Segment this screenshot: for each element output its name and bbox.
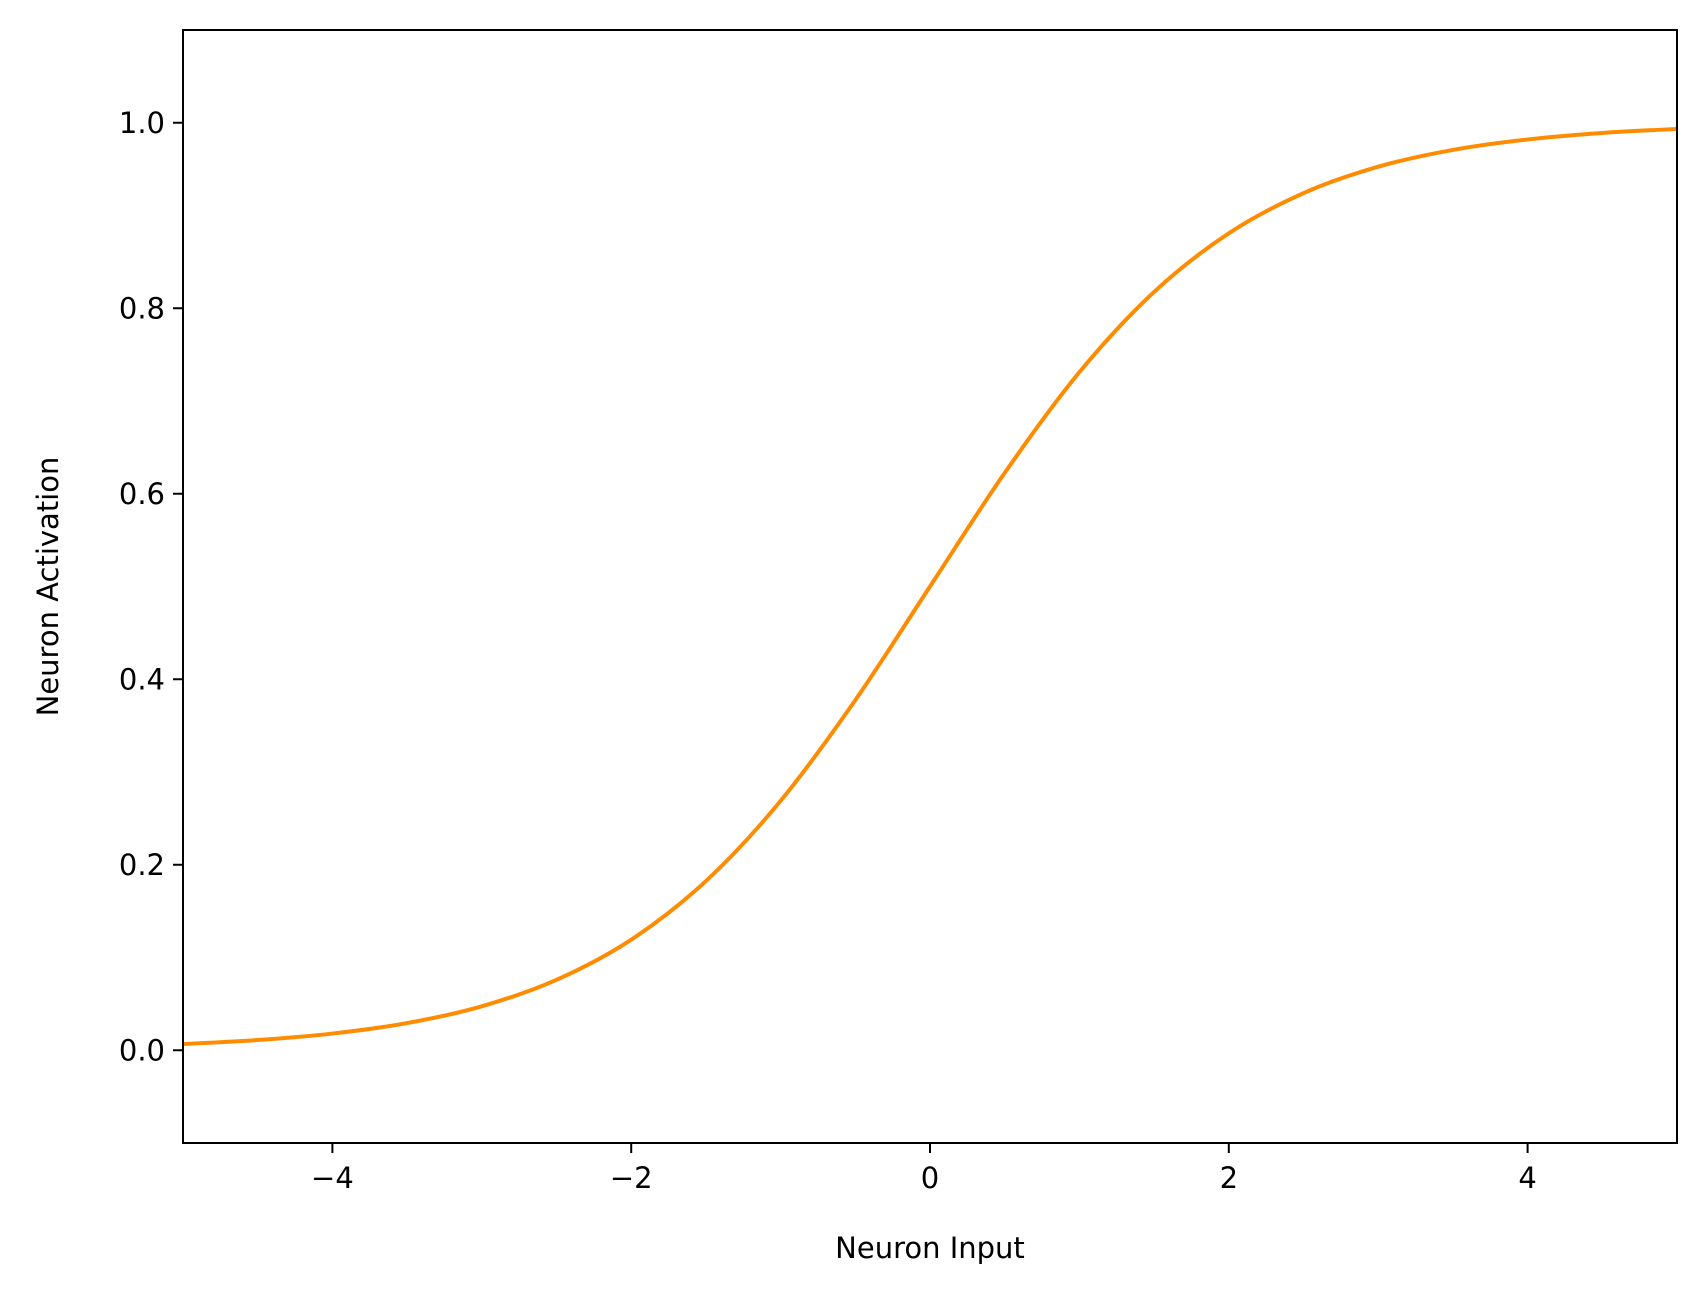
x-tick-label: 4 bbox=[1518, 1161, 1536, 1195]
y-tick-label: 1.0 bbox=[119, 106, 165, 140]
y-tick-label: 0.4 bbox=[119, 662, 165, 696]
y-axis-label: Neuron Activation bbox=[31, 457, 65, 717]
x-tick-label: −4 bbox=[311, 1161, 354, 1195]
x-tick-label: 0 bbox=[921, 1161, 939, 1195]
y-tick-label: 0.8 bbox=[119, 291, 165, 325]
series-layer bbox=[182, 126, 1678, 1047]
series-line bbox=[182, 126, 1678, 1047]
y-tick-label: 0.2 bbox=[119, 848, 165, 882]
x-tick-label: 2 bbox=[1220, 1161, 1238, 1195]
x-tick-label: −2 bbox=[610, 1161, 653, 1195]
y-tick-label: 0.0 bbox=[119, 1033, 165, 1067]
y-tick-label: 0.6 bbox=[119, 477, 165, 511]
ticks-layer: −4 −2 0 2 4 0.0 0.2 0.4 0.6 0.8 1.0 bbox=[119, 106, 1537, 1195]
x-axis-label: Neuron Input bbox=[835, 1231, 1025, 1265]
